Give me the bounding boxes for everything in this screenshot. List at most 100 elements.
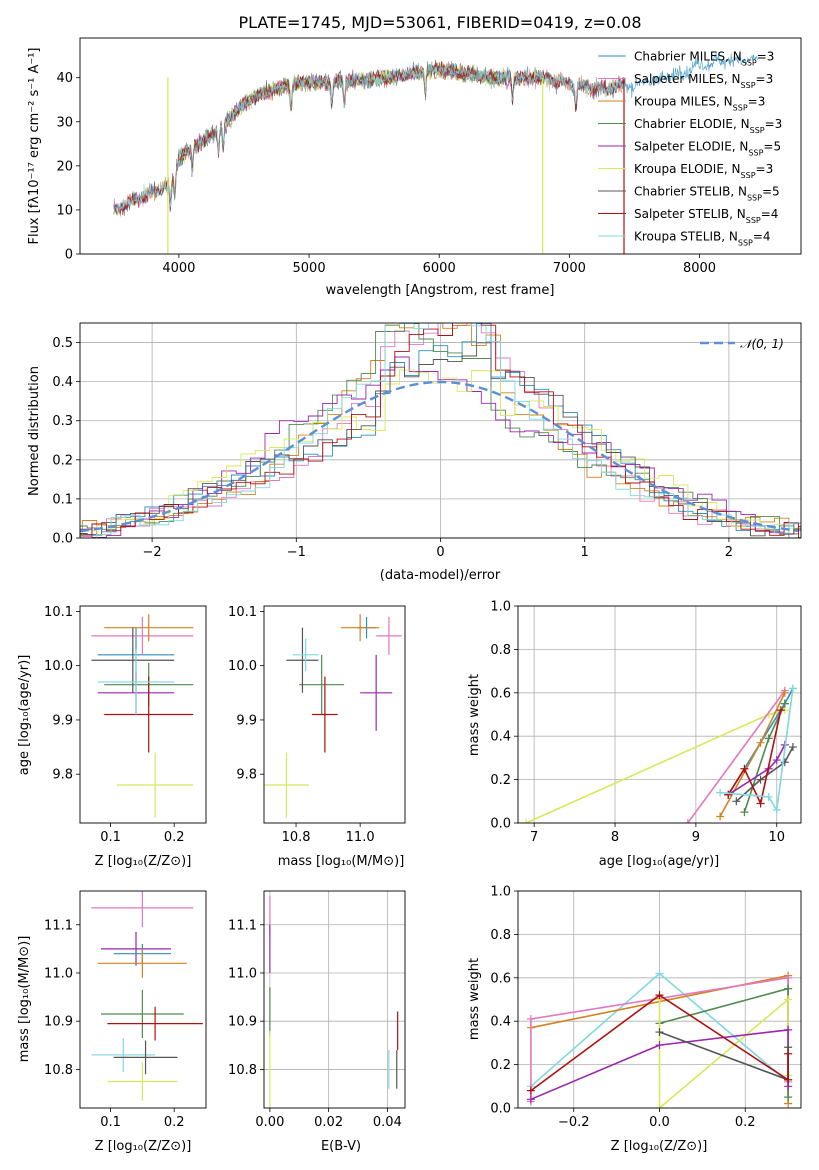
weight_vs_Z-frame: [517, 890, 802, 1109]
mass_vs_EBV-ytick-label: 11.0: [228, 966, 257, 981]
weight_vs_age-line-kroupa-stelib: [720, 688, 794, 813]
weight_vs_age-marker: [522, 819, 531, 823]
weight_vs_Z-marker: [655, 969, 664, 978]
weight_vs_age-line-chabrier-stelib: [735, 746, 794, 802]
weight_vs_age-marker: [764, 734, 773, 743]
mass_vs_EBV-xtick-label: 0.02: [314, 1115, 343, 1130]
residuals-ytick-label: 0.4: [52, 375, 73, 390]
age_vs_Z-ytick-label: 9.9: [52, 713, 73, 728]
age_vs_Z-errorbar-kroupa-stelib: [97, 649, 175, 715]
weight_vs_age-marker: [756, 799, 765, 808]
hist-salpeter-stelib: [80, 323, 801, 538]
age_vs_mass-errorbar-chabrier-stelib: [286, 627, 319, 693]
mass_vs_Z-xtick-label: 0.2: [164, 1115, 185, 1130]
hist-chabrier-stelib: [80, 342, 801, 537]
weight_vs_age-ytick-label: 1.0: [490, 600, 511, 615]
age_vs_Z-ytick-label: 9.8: [52, 768, 73, 783]
weight_vs_Z-marker: [655, 991, 664, 1000]
legend-entry: Chabrier STELIB, NSSP=5: [634, 185, 780, 203]
legend-entry: Salpeter ELODIE, NSSP=5: [634, 140, 781, 158]
age_vs_Z-errorbar-kroupa-elodie: [116, 752, 194, 818]
weight_vs_Z-marker: [784, 995, 793, 1004]
weight-vs-age-xlabel: age [log₁₀(age/yr)]: [599, 854, 720, 869]
weight_vs_age-marker: [756, 738, 765, 747]
spectrum-xlabel: wavelength [Angstrom, rest frame]: [326, 283, 555, 298]
mass_vs_Z-errorbar-kroupa-elodie: [107, 1062, 178, 1101]
age_vs_mass-frame: [263, 605, 406, 824]
residuals-marks: [80, 323, 801, 538]
weight_vs_Z-marker: [784, 1025, 793, 1034]
age-vs-z-xlabel: Z [log₁₀(Z/Z⊙)]: [95, 854, 192, 869]
spectrum-xtick-label: 8000: [683, 261, 716, 276]
weight_vs_Z-ytick-label: 0.6: [490, 971, 511, 986]
weight_vs_age-marker: [724, 790, 733, 799]
weight_vs_age-xtick-label: 9: [692, 830, 700, 845]
weight-vs-age-ylabel: mass weight: [467, 674, 482, 756]
spectrum-ytick-label: 10: [56, 203, 73, 218]
weight_vs_Z-marker: [655, 1104, 664, 1108]
residuals-ytick-label: 0.2: [52, 453, 73, 468]
legend-entry: 𝒩(0, 1): [740, 337, 784, 351]
spectrum-title: PLATE=1745, MJD=53061, FIBERID=0419, z=0…: [238, 13, 641, 32]
age_vs_mass-xtick-label: 11.0: [346, 830, 375, 845]
mass_vs_EBV-xtick-label: 0.00: [255, 1115, 284, 1130]
spectrum-xtick-label: 6000: [423, 261, 456, 276]
weight_vs_Z-marks: [526, 969, 793, 1108]
weight_vs_Z-xtick-label: 0.0: [649, 1115, 670, 1130]
weight_vs_age-marker: [764, 792, 773, 801]
weight_vs_age-marker: [683, 819, 692, 823]
spectrum-ytick-label: 20: [56, 159, 73, 174]
spectrum-xtick-label: 7000: [553, 261, 586, 276]
weight_vs_Z-ytick-label: 0.8: [490, 928, 511, 943]
weight_vs_age-ytick-label: 0.0: [490, 817, 511, 832]
weight_vs_age-marker: [788, 743, 797, 752]
residuals-legend: 𝒩(0, 1): [700, 337, 784, 351]
weight_vs_age-ytick-label: 0.8: [490, 643, 511, 658]
spectrum-line-kroupa-stelib: [113, 62, 625, 216]
mass_vs_EBV-plot-area: [264, 891, 405, 1108]
spectrum-xtick-label: 4000: [162, 261, 195, 276]
age_vs_mass-errorbar-kroupa-stelib: [292, 638, 319, 672]
spectrum-ytick-label: 30: [56, 115, 73, 130]
residuals-ytick-label: 0.5: [52, 336, 73, 351]
residuals-panel: (data-model)/error Normed distribution −…: [27, 322, 802, 583]
age_vs_Z-ytick-label: 10.1: [44, 605, 73, 620]
weight_vs_age-marker: [756, 775, 765, 784]
mass_vs_Z-ytick-label: 10.9: [44, 1015, 73, 1030]
age-vs-z-ylabel: age [log₁₀(age/yr)]: [17, 655, 32, 776]
weight_vs_age-marker: [772, 756, 781, 765]
weight_vs_age-marker: [780, 758, 789, 767]
weight_vs_age-marker: [732, 797, 741, 806]
spectrum-ytick-label: 40: [56, 71, 73, 86]
legend-entry: Salpeter STELIB, NSSP=4: [634, 207, 778, 225]
age_vs_mass-errorbar-salpeter-elodie: [360, 654, 393, 731]
residuals-xtick-label: 0: [436, 545, 444, 560]
residuals-xtick-label: 1: [581, 545, 589, 560]
hist-salpeter-miles: [80, 323, 801, 537]
mass_vs_EBV-frame: [263, 890, 406, 1109]
age_vs_mass-errorbar-salpeter-miles: [376, 616, 402, 655]
weight_vs_Z-marker: [784, 1075, 793, 1084]
mass-vs-ebv-xlabel: E(B-V): [321, 1139, 361, 1154]
mass_vs_EBV-xtick-label: 0.04: [373, 1115, 402, 1130]
weight_vs_age-marker: [716, 812, 725, 821]
age_vs_mass-errorbar-chabrier-elodie: [299, 654, 345, 715]
spectrum-ytick-label: 0: [65, 248, 73, 263]
weight_vs_age-ytick-label: 0.6: [490, 686, 511, 701]
weight-vs-z-panel: Z [log₁₀(Z/Z⊙)] mass weight −0.2 0.0 0.2 0.…: [467, 885, 802, 1154]
mass_vs_Z-plot-area: [80, 891, 206, 1108]
weight_vs_Z-ytick-label: 0.2: [490, 1058, 511, 1073]
weight_vs_age-frame: [517, 605, 802, 824]
weight_vs_Z-xtick-label: 0.2: [735, 1115, 756, 1130]
mass_vs_Z-errorbar-salpeter-stelib: [107, 1006, 203, 1041]
age_vs_Z-errorbar-salpeter-stelib: [104, 676, 194, 753]
age_vs_mass-errorbar-kroupa-elodie: [264, 752, 309, 818]
age_vs_Z-errorbar-salpeter-miles: [91, 616, 194, 655]
weight_vs_age-marker: [776, 706, 785, 715]
mass_vs_EBV-marks: [269, 895, 399, 1108]
age_vs_mass-errorbar-salpeter-stelib: [312, 676, 338, 753]
residuals-xtick-label: −1: [287, 545, 306, 560]
weight_vs_Z-line-salpeter-stelib: [530, 994, 789, 1092]
weight_vs_age-ytick-label: 0.2: [490, 773, 511, 788]
